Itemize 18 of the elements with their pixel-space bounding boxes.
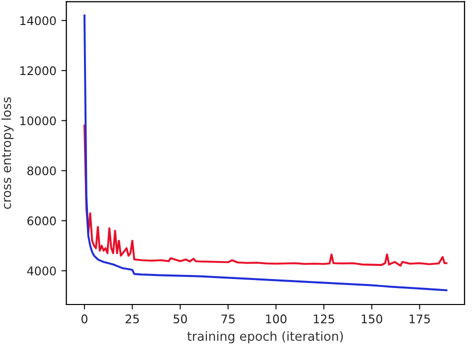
- y-tick-label: 14000: [20, 16, 56, 26]
- y-tick-label: 12000: [20, 66, 56, 76]
- line-series: [83, 124, 448, 267]
- x-tick-label: 75: [222, 314, 235, 324]
- x-tick-label: 0: [81, 314, 88, 324]
- line-series: [83, 14, 448, 292]
- y-tick-label: 4000: [27, 266, 56, 276]
- y-axis-title: cross entropy loss: [1, 97, 14, 209]
- y-tick-label: 8000: [27, 166, 56, 176]
- x-tick-label: 150: [362, 314, 382, 324]
- y-tick-label: 10000: [20, 116, 56, 126]
- x-tick-label: 125: [314, 314, 334, 324]
- y-tick-label: 6000: [27, 216, 56, 226]
- x-tick-label: 175: [410, 314, 430, 324]
- x-tick-label: 25: [126, 314, 139, 324]
- x-tick-label: 50: [174, 314, 187, 324]
- x-tick-label: 100: [266, 314, 286, 324]
- x-axis-title: training epoch (iteration): [187, 331, 343, 344]
